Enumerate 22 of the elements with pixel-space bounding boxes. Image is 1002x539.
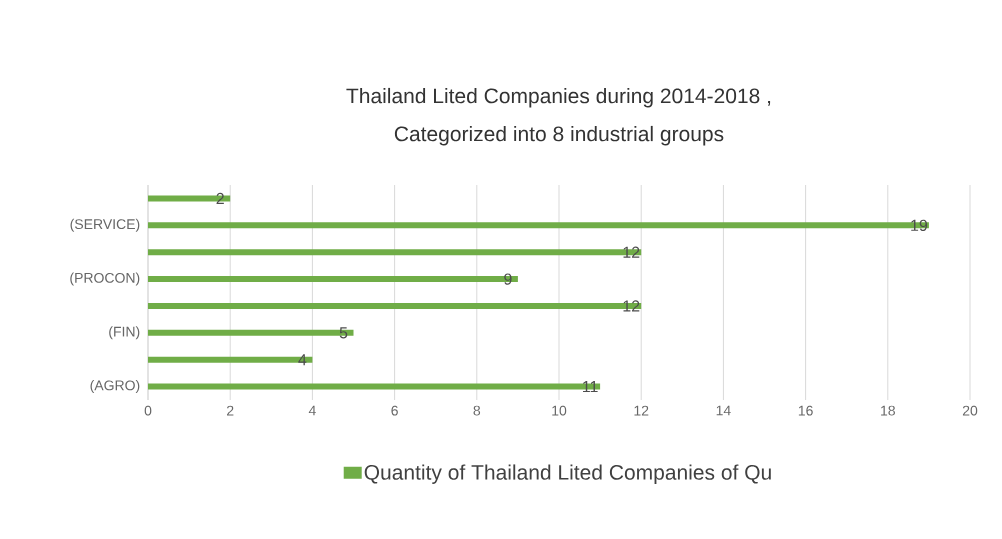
y-tick-label: (SERVICE) xyxy=(70,218,140,232)
data-label: 4 xyxy=(298,354,307,366)
y-tick-label: (PROCON) xyxy=(70,272,140,286)
x-tick-label: 0 xyxy=(144,405,152,416)
chart-subtitle: Categorized into 8 industrial groups xyxy=(394,125,724,146)
x-tick-label: 6 xyxy=(391,405,398,416)
legend-label: Quantity of Thailand Lited Companies of Qu xyxy=(364,464,771,484)
x-tick-label: 12 xyxy=(634,405,649,416)
x-tick-label: 14 xyxy=(716,405,731,416)
y-tick-label: (FIN) xyxy=(109,326,140,340)
x-tick-label: 2 xyxy=(227,405,234,416)
x-tick-label: 4 xyxy=(308,405,316,416)
x-tick-label: 10 xyxy=(552,405,567,416)
x-tick-label: 16 xyxy=(798,405,813,416)
bar xyxy=(148,383,601,390)
data-label: 5 xyxy=(339,327,348,339)
x-tick-label: 20 xyxy=(962,405,978,416)
x-tick-label: 8 xyxy=(473,405,481,416)
data-label: 12 xyxy=(623,300,640,312)
y-tick-label: (AGRO) xyxy=(90,380,140,394)
x-tick-label: 18 xyxy=(881,405,895,416)
chart-title: Thailand Lited Companies during 2014-2018 , xyxy=(346,87,771,108)
